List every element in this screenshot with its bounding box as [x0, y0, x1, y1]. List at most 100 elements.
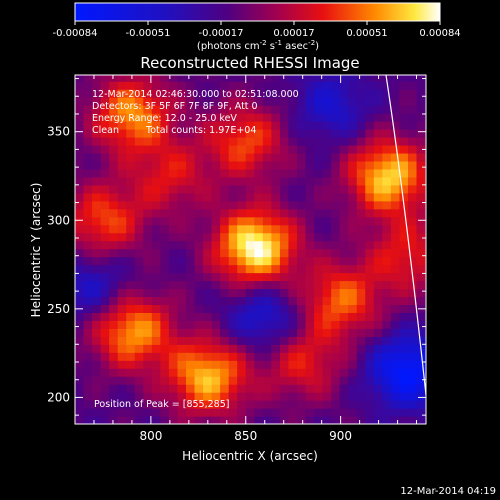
heatmap-cell: [151, 344, 161, 353]
heatmap-cell: [314, 152, 324, 162]
heatmap-cell: [75, 256, 85, 266]
heatmap-cell: [228, 144, 238, 154]
heatmap-cell: [126, 360, 136, 369]
heatmap-cell: [160, 272, 170, 282]
heatmap-cell: [348, 137, 358, 146]
heatmap-cell: [100, 336, 110, 345]
heatmap-cell: [151, 360, 161, 369]
heatmap-cell: [254, 344, 264, 353]
heatmap-cell: [322, 264, 332, 274]
heatmap-cell: [185, 312, 196, 321]
heatmap-cell: [228, 296, 238, 306]
heatmap-cell: [322, 224, 332, 234]
heatmap-cell: [339, 360, 349, 369]
heatmap-cell: [220, 312, 230, 321]
heatmap-cell: [92, 129, 102, 138]
heatmap-cell: [365, 129, 375, 138]
heatmap-cell: [126, 416, 136, 424]
heatmap-cell: [134, 105, 144, 114]
heatmap-cell: [296, 105, 307, 114]
heatmap-cell: [262, 216, 272, 226]
heatmap-cell: [288, 232, 298, 242]
heatmap-cell: [100, 113, 110, 122]
heatmap-cell: [220, 352, 230, 361]
heatmap-cell: [390, 168, 401, 178]
heatmap-cell: [373, 184, 383, 194]
heatmap-cell: [322, 368, 332, 377]
heatmap-cell: [314, 304, 324, 313]
heatmap-cell: [100, 200, 110, 210]
heatmap-cell: [211, 280, 221, 290]
heatmap-cell: [271, 368, 281, 377]
heatmap-cell: [83, 352, 93, 361]
heatmap-cell: [134, 328, 144, 337]
heatmap-cell: [339, 328, 349, 337]
heatmap-cell: [203, 336, 213, 345]
heatmap-cell: [203, 216, 213, 226]
heatmap-cell: [117, 336, 127, 345]
heatmap-cell: [262, 280, 272, 290]
heatmap-cell: [237, 328, 247, 337]
heatmap-cell: [237, 89, 247, 98]
plot-frame: [74, 74, 427, 425]
heatmap-cell: [220, 144, 230, 154]
heatmap-cell: [416, 113, 426, 122]
heatmap-cell: [254, 97, 264, 106]
heatmap-cell: [271, 200, 281, 210]
heatmap-cell: [151, 144, 161, 154]
heatmap-cell: [100, 184, 110, 194]
heatmap-cell: [279, 160, 290, 170]
heatmap-cell: [356, 400, 366, 409]
heatmap-cell: [100, 296, 110, 306]
heatmap-cell: [220, 160, 230, 170]
heatmap-cell: [92, 216, 102, 226]
heatmap-cell: [382, 320, 392, 329]
heatmap-cell: [322, 168, 332, 178]
heatmap-cell: [288, 121, 298, 130]
heatmap-cell: [382, 344, 392, 353]
heatmap-cell: [348, 192, 358, 202]
heatmap-cell: [254, 216, 264, 226]
heatmap-cell: [211, 248, 221, 258]
heatmap-cell: [126, 392, 136, 401]
heatmap-cell: [203, 129, 213, 138]
heatmap-cell: [143, 336, 153, 345]
heatmap-cell: [92, 232, 102, 242]
heatmap-cell: [279, 264, 290, 274]
heatmap-cell: [305, 248, 315, 258]
heatmap-cell: [92, 121, 102, 130]
heatmap-cell: [203, 176, 213, 186]
heatmap-cell: [134, 264, 144, 274]
heatmap-cell: [185, 304, 196, 313]
heatmap-cell: [416, 384, 426, 393]
heatmap-cell: [228, 152, 238, 162]
heatmap-cell: [373, 240, 383, 250]
heatmap-cell: [100, 97, 110, 106]
heatmap-cell: [117, 168, 127, 178]
heatmap-cell: [271, 376, 281, 385]
heatmap-cell: [143, 160, 153, 170]
heatmap-cell: [254, 296, 264, 306]
heatmap-cell: [211, 208, 221, 218]
heatmap-cell: [83, 280, 93, 290]
heatmap-cell: [288, 89, 298, 98]
heatmap-cell: [151, 264, 161, 274]
heatmap-cell: [305, 121, 315, 130]
heatmap-cell: [382, 137, 392, 146]
heatmap-cell: [185, 240, 196, 250]
heatmap-cell: [416, 392, 426, 401]
heatmap-cell: [160, 144, 170, 154]
heatmap-cell: [356, 176, 366, 186]
heatmap-cell: [151, 97, 161, 106]
heatmap-cell: [416, 288, 426, 298]
heatmap-cell: [279, 200, 290, 210]
heatmap-cell: [100, 232, 110, 242]
heatmap-cell: [331, 352, 341, 361]
heatmap-cell: [203, 200, 213, 210]
heatmap-cell: [83, 304, 93, 313]
heatmap-cell: [407, 264, 418, 274]
heatmap-cell: [211, 312, 221, 321]
heatmap-cell: [262, 328, 272, 337]
heatmap-cell: [211, 105, 221, 114]
heatmap-cell: [314, 336, 324, 345]
